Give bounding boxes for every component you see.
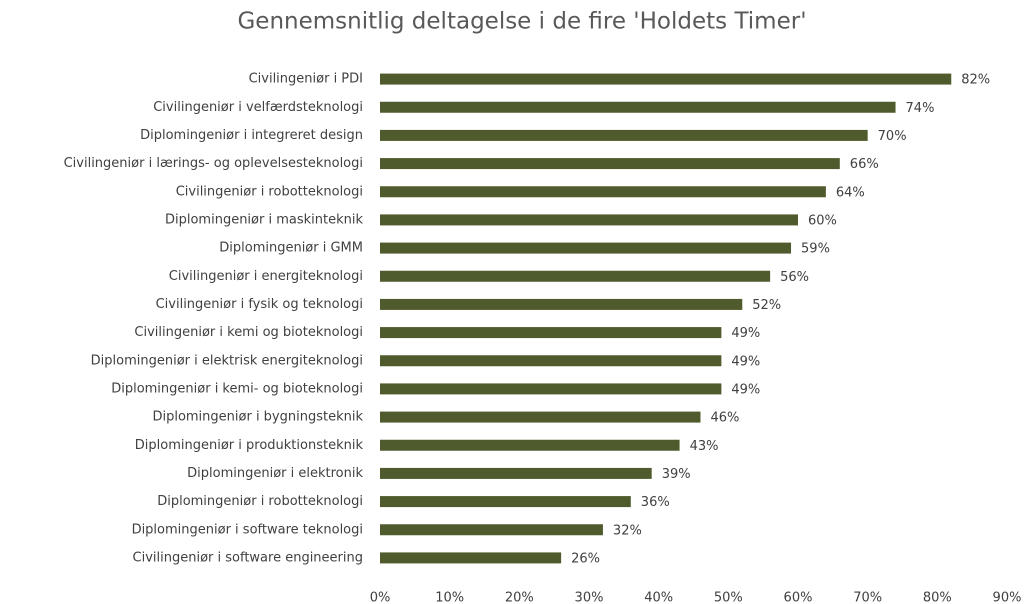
y-tick-label: Civilingeniør i software engineering xyxy=(133,550,363,565)
x-tick-label: 0% xyxy=(370,591,391,604)
data-label: 74% xyxy=(906,101,935,116)
y-tick-label: Diplomingeniør i kemi- og bioteknologi xyxy=(111,381,363,396)
x-tick-label: 60% xyxy=(784,591,813,604)
data-label: 46% xyxy=(710,411,739,426)
data-label: 70% xyxy=(878,129,907,144)
x-tick-label: 40% xyxy=(644,591,673,604)
data-label: 60% xyxy=(808,213,837,228)
bar xyxy=(380,270,771,282)
x-tick-label: 50% xyxy=(714,591,743,604)
y-tick-label: Civilingeniør i PDI xyxy=(249,72,363,87)
y-tick-label: Civilingeniør i lærings- og oplevelseste… xyxy=(64,156,363,171)
data-label: 49% xyxy=(731,382,760,397)
y-tick-label: Diplomingeniør i maskinteknik xyxy=(165,212,363,227)
data-label: 43% xyxy=(690,439,719,454)
x-tick-label: 70% xyxy=(853,591,882,604)
y-tick-label: Diplomingeniør i elektronik xyxy=(187,466,363,481)
x-tick-label: 80% xyxy=(923,591,952,604)
data-label: 56% xyxy=(780,270,809,285)
y-tick-label: Civilingeniør i kemi og bioteknologi xyxy=(134,325,363,340)
data-label: 32% xyxy=(613,523,642,538)
bar xyxy=(380,411,701,423)
data-label: 36% xyxy=(641,495,670,510)
data-label: 39% xyxy=(662,467,691,482)
bar xyxy=(380,552,562,564)
bar xyxy=(380,383,722,395)
y-tick-label: Diplomingeniør i bygningsteknik xyxy=(152,410,363,425)
y-tick-label: Civilingeniør i robotteknologi xyxy=(176,184,363,199)
bar xyxy=(380,214,798,226)
x-tick-label: 90% xyxy=(993,591,1022,604)
y-tick-label: Diplomingeniør i integreret design xyxy=(140,128,363,143)
bar xyxy=(380,129,868,141)
x-tick-label: 10% xyxy=(435,591,464,604)
y-tick-label: Diplomingeniør i software teknologi xyxy=(132,522,363,537)
bar xyxy=(380,524,603,536)
bar xyxy=(380,439,680,451)
y-tick-label: Diplomingeniør i produktionsteknik xyxy=(135,438,364,453)
data-label: 52% xyxy=(752,298,781,313)
data-label: 49% xyxy=(731,354,760,369)
data-label: 26% xyxy=(571,551,600,566)
data-label: 59% xyxy=(801,242,830,257)
x-tick-label: 30% xyxy=(575,591,604,604)
chart-title: Gennemsnitlig deltagelse i de fire 'Hold… xyxy=(237,9,806,35)
y-tick-label: Civilingeniør i energiteknologi xyxy=(169,269,363,284)
bar xyxy=(380,158,840,170)
bar xyxy=(380,327,722,339)
bar xyxy=(380,242,792,254)
y-tick-label: Diplomingeniør i GMM xyxy=(219,241,363,256)
bar xyxy=(380,73,952,85)
data-label: 82% xyxy=(961,73,990,88)
y-tick-label: Diplomingeniør i elektrisk energiteknolo… xyxy=(91,353,363,368)
bar xyxy=(380,186,826,198)
data-label: 49% xyxy=(731,326,760,341)
data-label: 64% xyxy=(836,185,865,200)
bar xyxy=(380,355,722,367)
y-tick-label: Civilingeniør i fysik og teknologi xyxy=(156,297,363,312)
bar xyxy=(380,298,743,310)
y-tick-label: Civilingeniør i velfærdsteknologi xyxy=(153,100,363,115)
bar xyxy=(380,101,896,113)
bar xyxy=(380,467,652,479)
data-label: 66% xyxy=(850,157,879,172)
x-tick-label: 20% xyxy=(505,591,534,604)
y-tick-label: Diplomingeniør i robotteknologi xyxy=(157,494,363,509)
bar xyxy=(380,496,631,508)
